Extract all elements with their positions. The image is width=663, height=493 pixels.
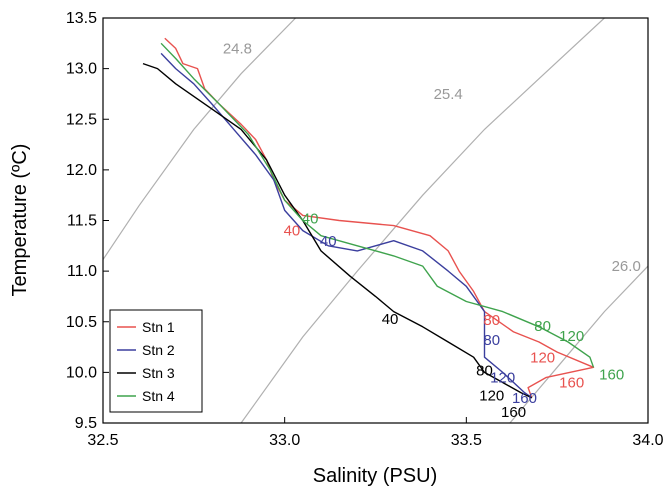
depth-label: 80: [483, 332, 500, 349]
x-tick-label: 33.0: [269, 432, 300, 449]
depth-label: 40: [302, 211, 319, 228]
y-tick-label: 12.0: [66, 162, 97, 179]
depth-label: 160: [559, 375, 584, 392]
x-tick-label: 33.5: [451, 432, 482, 449]
legend-label: Stn 3: [142, 365, 175, 381]
y-tick-label: 11.0: [67, 263, 97, 280]
depth-label: 120: [479, 388, 504, 405]
series-line-2: [160, 52, 533, 399]
y-tick-label: 11.5: [67, 213, 97, 230]
isoline-25.4: [240, 18, 605, 423]
series-lines: [142, 37, 595, 399]
depth-label: 120: [490, 370, 515, 387]
depth-label: 160: [599, 366, 624, 383]
series-line-1: [164, 37, 595, 398]
isoline-label: 25.4: [434, 86, 463, 103]
legend-label: Stn 1: [142, 319, 175, 335]
isoline-26.0: [509, 265, 648, 423]
depth-label: 80: [476, 362, 493, 379]
isoline-labels: 24.8 25.4 26.0: [223, 40, 641, 275]
legend-label: Stn 4: [142, 388, 175, 404]
depth-label: 160: [501, 404, 526, 421]
depth-label: 80: [534, 318, 551, 335]
depth-label: 40: [382, 311, 399, 328]
depth-label: 160: [512, 390, 537, 407]
isoline-label: 24.8: [223, 40, 252, 57]
axis-ticks: 32.5 33.0 33.5 34.0 9.5 10.0 10.5 11.0 11.5 12.0 1…: [66, 10, 663, 449]
y-axis-label: Temperature (ºC): [9, 144, 31, 297]
depth-label: 80: [483, 312, 500, 329]
depth-label: 40: [320, 233, 337, 250]
x-tick-label: 32.5: [87, 432, 118, 449]
y-tick-label: 10.0: [66, 364, 97, 381]
depth-label: 40: [284, 223, 301, 240]
y-tick-label: 13.0: [66, 61, 97, 78]
y-tick-label: 10.5: [66, 314, 97, 331]
x-tick-label: 34.0: [632, 432, 663, 449]
depth-label: 120: [530, 349, 555, 366]
y-tick-label: 12.5: [66, 111, 97, 128]
y-tick-label: 13.5: [66, 10, 97, 27]
density-isolines: [103, 18, 648, 423]
legend: Stn 1 Stn 2 Stn 3 Stn 4: [109, 309, 203, 413]
x-axis-label: Salinity (PSU): [313, 465, 437, 487]
series-line-3: [142, 62, 532, 399]
depth-label: 120: [559, 328, 584, 345]
series-line-4: [160, 42, 595, 368]
isoline-label: 26.0: [612, 258, 641, 275]
y-tick-label: 9.5: [75, 415, 97, 432]
legend-label: Stn 2: [142, 342, 175, 358]
isoline-24.8: [103, 18, 297, 261]
